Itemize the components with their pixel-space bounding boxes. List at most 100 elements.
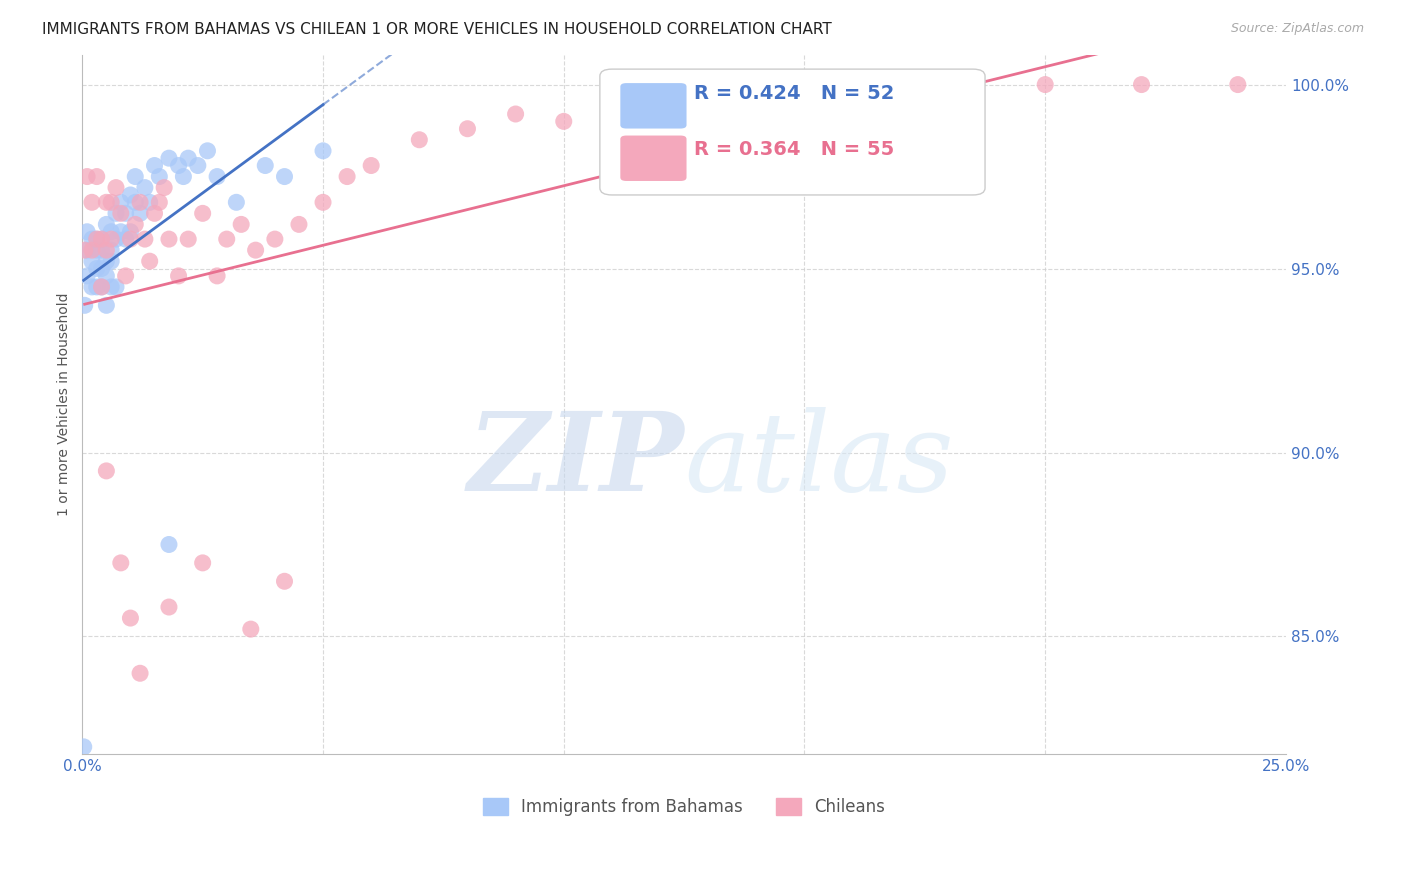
- Point: [1130, 78, 1153, 92]
- Point: [96, 243, 118, 257]
- Point: [172, 169, 194, 184]
- Point: [90, 280, 112, 294]
- Point: [1033, 78, 1056, 92]
- Text: R = 0.364   N = 55: R = 0.364 N = 55: [693, 140, 894, 159]
- Text: ZIP: ZIP: [468, 407, 685, 515]
- Point: [90, 280, 112, 294]
- Point: [134, 180, 156, 194]
- FancyBboxPatch shape: [620, 136, 686, 181]
- Point: [225, 195, 247, 210]
- Text: atlas: atlas: [685, 407, 953, 515]
- Point: [73, 243, 96, 257]
- Point: [143, 206, 166, 220]
- Point: [191, 556, 214, 570]
- Point: [624, 95, 647, 110]
- Point: [90, 261, 112, 276]
- Point: [120, 225, 142, 239]
- Point: [96, 298, 118, 312]
- Text: IMMIGRANTS FROM BAHAMAS VS CHILEAN 1 OR MORE VEHICLES IN HOUSEHOLD CORRELATION C: IMMIGRANTS FROM BAHAMAS VS CHILEAN 1 OR …: [42, 22, 832, 37]
- Point: [167, 268, 190, 283]
- Legend: Immigrants from Bahamas, Chileans: Immigrants from Bahamas, Chileans: [482, 797, 886, 816]
- Point: [167, 159, 190, 173]
- Point: [80, 254, 103, 268]
- Point: [80, 195, 103, 210]
- Point: [100, 232, 122, 246]
- Point: [104, 280, 127, 294]
- Point: [408, 133, 430, 147]
- Point: [120, 188, 142, 202]
- Point: [456, 121, 478, 136]
- FancyBboxPatch shape: [620, 83, 686, 128]
- Point: [157, 151, 180, 165]
- Point: [793, 85, 815, 99]
- Point: [124, 169, 146, 184]
- Point: [96, 195, 118, 210]
- Point: [114, 206, 136, 220]
- Point: [148, 195, 170, 210]
- Point: [890, 78, 912, 92]
- Point: [80, 232, 103, 246]
- Point: [143, 159, 166, 173]
- Point: [288, 218, 311, 232]
- Point: [80, 280, 103, 294]
- Point: [100, 195, 122, 210]
- Point: [177, 232, 200, 246]
- Point: [138, 254, 160, 268]
- Point: [124, 195, 146, 210]
- Point: [336, 169, 359, 184]
- Point: [157, 537, 180, 551]
- Point: [100, 280, 122, 294]
- Point: [90, 232, 112, 246]
- Point: [138, 195, 160, 210]
- Point: [697, 85, 720, 99]
- Point: [148, 169, 170, 184]
- Point: [360, 159, 382, 173]
- Point: [73, 739, 96, 754]
- Point: [124, 218, 146, 232]
- Point: [505, 107, 527, 121]
- Point: [197, 144, 219, 158]
- Point: [73, 298, 96, 312]
- Point: [96, 218, 118, 232]
- Point: [312, 144, 335, 158]
- Point: [157, 600, 180, 615]
- Point: [120, 232, 142, 246]
- Point: [134, 232, 156, 246]
- Point: [90, 232, 112, 246]
- Point: [312, 195, 335, 210]
- Point: [157, 232, 180, 246]
- Point: [76, 268, 98, 283]
- Point: [110, 556, 132, 570]
- Point: [104, 206, 127, 220]
- Text: Source: ZipAtlas.com: Source: ZipAtlas.com: [1230, 22, 1364, 36]
- Point: [239, 622, 262, 636]
- Point: [205, 169, 228, 184]
- Point: [129, 195, 152, 210]
- Point: [114, 268, 136, 283]
- Point: [86, 280, 108, 294]
- Point: [129, 666, 152, 681]
- Point: [80, 243, 103, 257]
- Point: [177, 151, 200, 165]
- Point: [205, 268, 228, 283]
- Point: [231, 218, 253, 232]
- Point: [264, 232, 287, 246]
- Point: [553, 114, 575, 128]
- Point: [100, 225, 122, 239]
- Point: [96, 268, 118, 283]
- Point: [96, 464, 118, 478]
- Point: [273, 574, 295, 589]
- Point: [114, 232, 136, 246]
- Point: [110, 195, 132, 210]
- Point: [104, 232, 127, 246]
- Point: [245, 243, 267, 257]
- Text: R = 0.424   N = 52: R = 0.424 N = 52: [693, 84, 894, 103]
- Point: [100, 254, 122, 268]
- Point: [120, 611, 142, 625]
- Point: [254, 159, 277, 173]
- Point: [76, 243, 98, 257]
- Point: [1226, 78, 1249, 92]
- Point: [76, 225, 98, 239]
- Point: [86, 232, 108, 246]
- Point: [86, 243, 108, 257]
